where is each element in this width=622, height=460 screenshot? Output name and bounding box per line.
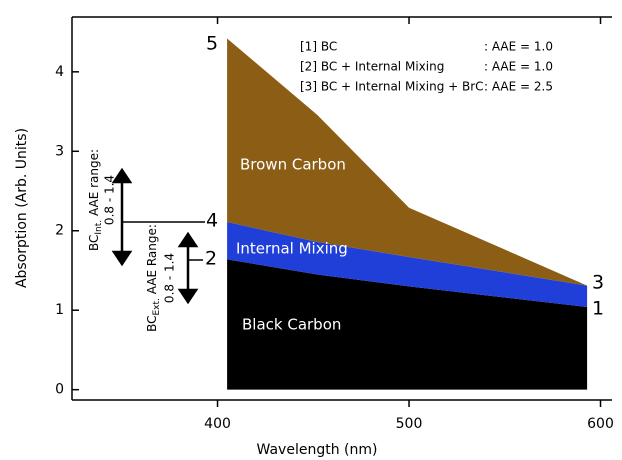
y-tick-label: 0 (55, 382, 64, 398)
curve-marker: 4 (206, 210, 218, 232)
legend-text: [2] BC + Internal Mixing (300, 60, 444, 74)
annotation-arrows (111, 167, 205, 305)
legend-text: : AAE = 1.0 (484, 40, 553, 54)
area-label: Brown Carbon (240, 156, 346, 174)
range-value: 0.8 - 1.4 (163, 253, 177, 303)
area-label: Black Carbon (242, 316, 341, 334)
range-sub: Ext. (152, 298, 162, 315)
range-name: BC (87, 235, 101, 251)
range-title: BCExt. AAE Range: (145, 224, 162, 332)
arrow-head (177, 288, 199, 305)
legend-text: [3] BC + Internal Mixing + BrC (300, 80, 484, 94)
arrow-head (111, 250, 133, 267)
area (227, 38, 588, 286)
range-value: 0.8 - 1.4 (103, 175, 117, 225)
curve-marker: 1 (592, 298, 604, 320)
y-tick-label: 2 (55, 223, 64, 239)
range-sub: Int. (94, 220, 104, 235)
y-tick-label: 3 (55, 143, 64, 159)
range-label: BCExt. AAE Range: (145, 224, 162, 332)
x-tick-label: 500 (396, 416, 423, 432)
range-title: BCInt. AAE range: (87, 149, 104, 251)
y-axis-label: Absorption (Arb. Units) (14, 128, 30, 288)
area (227, 222, 588, 308)
area-label: Internal Mixing (236, 240, 348, 258)
legend-text: [1] BC (300, 40, 337, 54)
legend-text: : AAE = 1.0 (484, 60, 553, 74)
y-tick-label: 1 (55, 302, 64, 318)
legend-text: : AAE = 2.5 (484, 80, 553, 94)
arrow-head (111, 167, 133, 184)
range-rest: AAE range: (87, 149, 101, 220)
range-value-text: 0.8 - 1.4 (163, 253, 177, 303)
area (227, 259, 588, 390)
curve-marker: 3 (592, 272, 604, 294)
range-name: BC (145, 316, 159, 332)
curve-marker: 2 (205, 248, 217, 270)
range-rest: AAE Range: (145, 224, 159, 298)
x-tick-label: 600 (587, 416, 614, 432)
x-axis-label: Wavelength (nm) (257, 442, 378, 458)
curve-marker: 5 (206, 33, 218, 55)
y-tick-label: 4 (55, 64, 64, 80)
arrow-head (177, 231, 199, 248)
x-tick-label: 400 (204, 416, 231, 432)
range-value-text: 0.8 - 1.4 (103, 175, 117, 225)
range-label: BCInt. AAE range: (87, 149, 104, 251)
